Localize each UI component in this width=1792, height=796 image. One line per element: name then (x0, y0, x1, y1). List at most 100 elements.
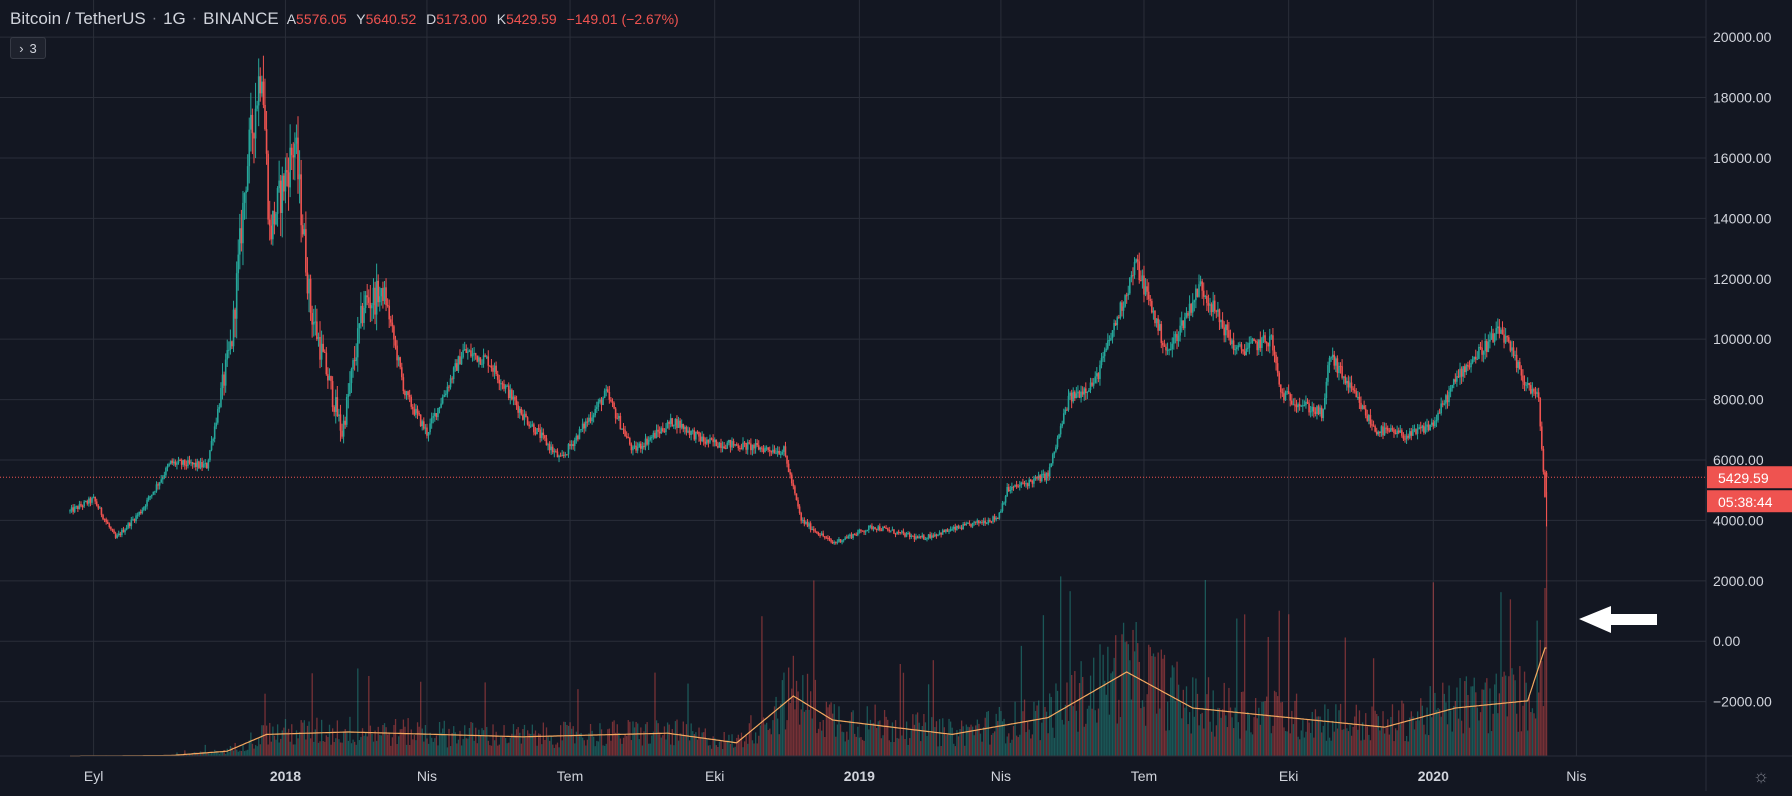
volume-bar (1427, 735, 1430, 756)
candle-body (891, 529, 894, 531)
volume-bar (1494, 684, 1496, 756)
gear-icon[interactable]: ☼ (1752, 766, 1770, 786)
volume-bar (701, 732, 703, 756)
volume-bar (1484, 682, 1486, 756)
candle-body (871, 525, 873, 529)
volume-bar (949, 721, 952, 756)
volume-bar (828, 704, 831, 756)
volume-bar (1105, 694, 1107, 756)
candle-body (518, 408, 521, 413)
volume-bar (993, 731, 996, 756)
candle-body (930, 535, 933, 538)
candle-body (583, 423, 585, 429)
candle-body (1440, 403, 1442, 414)
candle-body (805, 521, 807, 524)
candle-body (467, 351, 469, 353)
candle-body (680, 423, 683, 428)
volume-bar (1064, 704, 1067, 756)
candle-body (1523, 381, 1526, 386)
volume-bar (1097, 708, 1100, 756)
volume-bar (1215, 725, 1218, 756)
volume-bar (354, 741, 356, 756)
candle-body (551, 446, 554, 453)
candle-body (621, 428, 623, 430)
price-tick-label: 4000.00 (1713, 512, 1764, 528)
candle-body (1108, 339, 1111, 341)
candle-body (838, 539, 840, 542)
volume-bar (938, 719, 941, 756)
volume-bar (390, 745, 392, 756)
volume-bar (1137, 643, 1139, 756)
volume-bar (721, 749, 724, 756)
volume-bar (572, 726, 574, 756)
candle-body (446, 386, 449, 394)
candle-body (1474, 356, 1477, 360)
candle-body (328, 375, 331, 381)
candle-body (649, 437, 652, 440)
candle-body (927, 534, 930, 538)
candle-body (1113, 322, 1115, 331)
candle-body (226, 350, 229, 360)
volume-bar (1141, 700, 1144, 756)
candle-body (899, 532, 902, 534)
candle-body (190, 462, 192, 464)
candle-body (825, 537, 828, 539)
candle-body (1372, 425, 1375, 427)
volume-bar (1006, 736, 1008, 756)
volume-bar (234, 742, 236, 756)
candle-body (1099, 365, 1101, 379)
volume-bar (607, 729, 609, 756)
volume-bar (1233, 728, 1235, 756)
volume-bar (679, 733, 681, 756)
candle-body (885, 527, 887, 529)
candle-body (257, 76, 260, 106)
volume-bar (1346, 728, 1348, 756)
volume-bar (953, 743, 955, 756)
symbol-name[interactable]: Bitcoin / TetherUS (10, 9, 146, 28)
volume-bar (409, 745, 411, 756)
volume-bar (1163, 654, 1166, 756)
candle-body (1366, 415, 1369, 421)
candle-body (1012, 486, 1015, 488)
candle-body (125, 527, 128, 530)
candle-body (1295, 404, 1298, 408)
candle-body (341, 430, 343, 437)
candle-body (69, 510, 71, 512)
volume-bar (1118, 699, 1120, 756)
candle-body (992, 516, 994, 522)
volume-bar (369, 725, 372, 756)
volume-bar (237, 751, 239, 756)
candle-body (261, 81, 263, 94)
volume-bar (1366, 726, 1368, 756)
candle-body (974, 521, 977, 523)
candle-body (1361, 405, 1364, 409)
volume-bar (1446, 724, 1449, 756)
volume-bar (876, 727, 878, 756)
candle-body (391, 322, 394, 327)
candle-body (309, 278, 312, 313)
volume-bar (682, 721, 684, 756)
indicators-toggle-button[interactable]: › 3 (10, 37, 46, 59)
candle-body (457, 356, 460, 371)
volume-bar (1269, 715, 1271, 756)
candle-body (943, 530, 946, 533)
candle-body (289, 147, 291, 188)
candle-body (174, 461, 177, 465)
volume-bar (1325, 740, 1328, 756)
candle-body (570, 444, 573, 447)
volume-bar (740, 732, 743, 756)
candle-body (231, 341, 233, 347)
volume-bar (203, 751, 205, 756)
candle-body (517, 405, 519, 413)
candle-body (1292, 404, 1295, 406)
candle-body (1081, 391, 1084, 395)
volume-bar (1344, 637, 1346, 756)
candle-body (1248, 342, 1251, 348)
interval-label[interactable]: 1G (163, 9, 186, 28)
volume-bar (292, 744, 294, 756)
candle-body (386, 305, 389, 307)
candle-body (732, 441, 735, 446)
